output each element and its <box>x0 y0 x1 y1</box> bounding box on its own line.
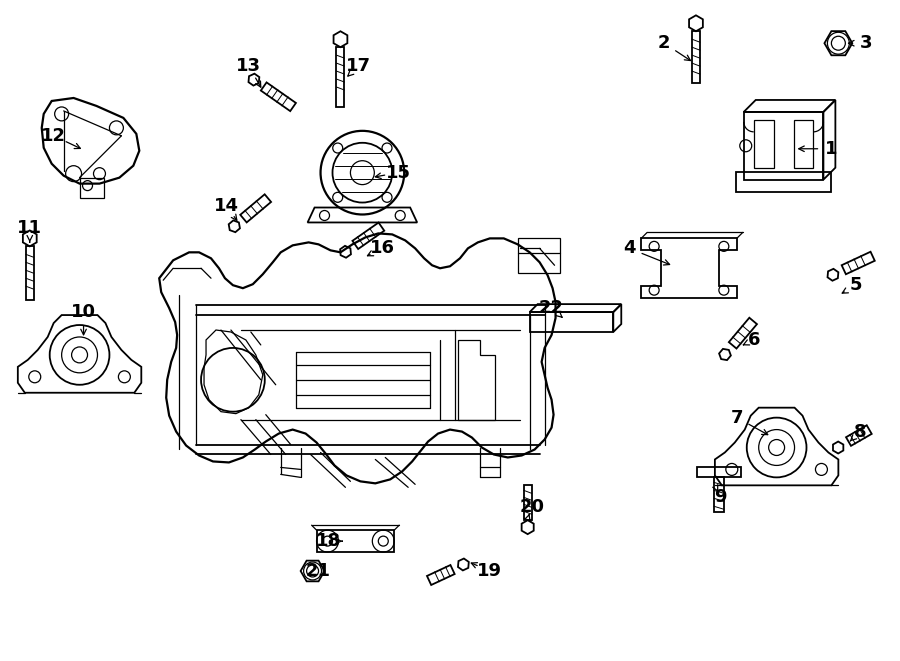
Bar <box>697 467 741 477</box>
Bar <box>794 120 814 168</box>
Text: 20: 20 <box>519 498 544 516</box>
Text: 6: 6 <box>748 331 760 349</box>
Text: 21: 21 <box>306 562 331 580</box>
Text: 19: 19 <box>477 562 502 580</box>
Bar <box>317 530 394 552</box>
Text: 3: 3 <box>860 34 872 52</box>
Text: 17: 17 <box>346 57 371 75</box>
Text: 15: 15 <box>386 164 410 182</box>
Text: 9: 9 <box>715 488 727 506</box>
Bar <box>337 47 345 107</box>
Text: 8: 8 <box>854 422 867 441</box>
Text: 10: 10 <box>71 303 96 321</box>
Text: 12: 12 <box>41 127 67 145</box>
Text: 16: 16 <box>370 239 395 257</box>
Text: 18: 18 <box>316 532 341 550</box>
Bar <box>692 31 700 83</box>
Bar <box>518 239 560 273</box>
Text: 5: 5 <box>850 276 862 294</box>
Text: 11: 11 <box>17 219 42 237</box>
Bar <box>26 247 34 300</box>
Bar <box>753 120 774 168</box>
Bar <box>714 477 724 512</box>
Text: 2: 2 <box>658 34 670 52</box>
Text: 4: 4 <box>623 239 635 257</box>
Bar <box>79 178 104 198</box>
Text: 14: 14 <box>213 196 238 215</box>
Text: 13: 13 <box>237 57 261 75</box>
Text: 22: 22 <box>539 299 564 317</box>
Text: 1: 1 <box>825 139 838 158</box>
Text: 7: 7 <box>731 408 743 426</box>
